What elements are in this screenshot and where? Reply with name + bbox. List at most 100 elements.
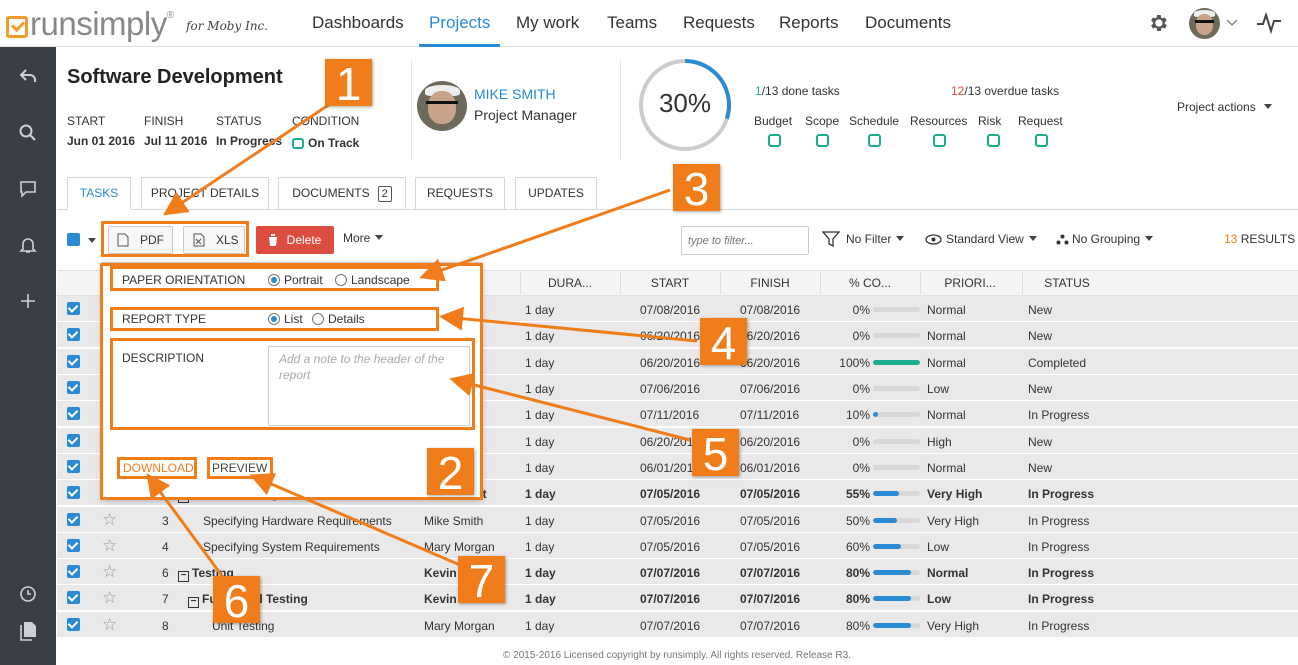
gear-icon[interactable] [1147, 12, 1169, 34]
task-name[interactable]: Specifying System Requirements [203, 540, 380, 554]
row-checkbox[interactable] [67, 434, 80, 447]
description-textarea[interactable]: Add a note to the header of the report [268, 346, 470, 426]
row-checkbox[interactable] [67, 355, 80, 368]
back-arrow-icon[interactable] [18, 67, 38, 85]
task-finish: 07/11/2016 [740, 408, 800, 422]
list-label: List [284, 312, 303, 326]
row-checkbox[interactable] [67, 328, 80, 341]
nav-my-work[interactable]: My work [516, 13, 580, 32]
nav-documents[interactable]: Documents [865, 13, 951, 32]
filter-dropdown[interactable]: No Filter [846, 232, 905, 246]
task-percent: 50% [845, 514, 870, 528]
row-checkbox[interactable] [67, 565, 80, 578]
details-radio[interactable]: Details [312, 312, 365, 326]
export-pdf-button[interactable]: PDF [108, 226, 173, 254]
search-icon[interactable] [19, 124, 37, 142]
status-value: In Progress [216, 134, 283, 148]
task-duration: 1 day [525, 382, 555, 396]
download-link[interactable]: DOWNLOAD [123, 461, 194, 475]
tab-requests[interactable]: REQUESTS [415, 177, 505, 209]
runsimply-logo[interactable]: runsimply ® for Moby Inc. [6, 4, 268, 44]
table-row[interactable] [57, 585, 1298, 611]
table-row[interactable] [57, 533, 1298, 559]
landscape-radio[interactable]: Landscape [335, 273, 410, 287]
bell-icon[interactable] [19, 236, 37, 254]
row-checkbox[interactable] [67, 381, 80, 394]
chevron-down-icon[interactable] [1226, 19, 1238, 27]
row-checkbox[interactable] [67, 591, 80, 604]
more-menu[interactable]: More [343, 231, 384, 245]
task-percent: 80% [845, 566, 870, 580]
preview-link[interactable]: PREVIEW [212, 461, 268, 475]
task-duration: 1 day [525, 514, 555, 528]
select-all-dropdown-icon[interactable] [88, 238, 96, 243]
task-owner: Kevin [424, 566, 457, 580]
tab-documents-label: DOCUMENTS [292, 186, 370, 200]
manager-avatar [417, 81, 467, 131]
task-percent: 0% [852, 329, 870, 343]
nav-reports[interactable]: Reports [779, 13, 839, 32]
row-checkbox[interactable] [67, 513, 80, 526]
nav-dashboards[interactable]: Dashboards [312, 13, 404, 32]
grouping-dropdown[interactable]: No Grouping [1072, 232, 1154, 246]
star-icon[interactable]: ☆ [102, 562, 118, 581]
task-start: 07/07/2016 [640, 592, 701, 606]
row-checkbox[interactable] [67, 618, 80, 631]
collapse-icon[interactable]: − [188, 597, 199, 608]
chat-icon[interactable] [19, 180, 37, 198]
portrait-radio[interactable]: Portrait [268, 273, 323, 287]
task-name[interactable]: Specifying Hardware Requirements [203, 514, 392, 528]
grouping-icon [1056, 234, 1069, 245]
row-checkbox[interactable] [67, 407, 80, 420]
delete-button[interactable]: Delete [256, 226, 334, 254]
row-checkbox[interactable] [67, 486, 80, 499]
tab-project-details[interactable]: PROJECT DETAILS [141, 177, 269, 209]
tab-tasks[interactable]: TASKS [67, 177, 131, 210]
list-radio[interactable]: List [268, 312, 303, 326]
task-status: In Progress [1028, 514, 1090, 528]
project-actions-menu[interactable]: Project actions [1177, 100, 1272, 114]
column-finish[interactable]: FINISH [750, 276, 790, 290]
star-icon[interactable]: ☆ [102, 615, 118, 634]
task-percent: 10% [845, 408, 870, 422]
collapse-icon[interactable]: − [178, 571, 189, 582]
row-checkbox[interactable] [67, 460, 80, 473]
table-row[interactable] [57, 559, 1298, 585]
nav-requests[interactable]: Requests [683, 13, 755, 32]
task-duration: 1 day [525, 540, 555, 554]
project-title: Software Development [67, 66, 283, 88]
paper-orientation-label: PAPER ORIENTATION [122, 273, 246, 287]
table-row[interactable] [57, 612, 1298, 638]
row-checkbox[interactable] [67, 302, 80, 315]
column-start[interactable]: START [650, 276, 690, 290]
footer-copyright: © 2015-2016 Licensed copyright by runsim… [503, 650, 851, 661]
column-status[interactable]: STATUS [1044, 276, 1090, 290]
star-icon[interactable]: ☆ [102, 510, 118, 529]
documents-icon[interactable] [19, 621, 37, 641]
task-finish: 07/07/2016 [740, 566, 801, 580]
filter-input[interactable] [681, 226, 809, 255]
task-percent: 0% [852, 382, 870, 396]
callout-number-2: 2 [427, 448, 474, 498]
user-avatar[interactable] [1189, 8, 1220, 39]
nav-projects[interactable]: Projects [429, 13, 491, 32]
activity-pulse-icon[interactable] [1256, 11, 1282, 35]
tab-documents[interactable]: DOCUMENTS 2 [278, 177, 406, 209]
progress-bar [873, 596, 920, 601]
row-checkbox[interactable] [67, 539, 80, 552]
export-xls-button[interactable]: XLS [183, 226, 245, 254]
table-row[interactable] [57, 507, 1298, 533]
manager-name[interactable]: MIKE SMITH [474, 86, 556, 102]
star-icon[interactable]: ☆ [102, 588, 118, 607]
clock-icon[interactable] [19, 585, 37, 603]
column-priority[interactable]: PRIORI... [944, 276, 996, 290]
view-dropdown[interactable]: Standard View [946, 232, 1037, 246]
nav-teams[interactable]: Teams [607, 13, 658, 32]
select-all-checkbox[interactable] [67, 233, 80, 246]
details-label: Details [328, 312, 365, 326]
column-percent-complete[interactable]: % CO... [848, 276, 891, 290]
tab-updates[interactable]: UPDATES [515, 177, 597, 209]
plus-icon[interactable] [19, 292, 37, 310]
column-duration[interactable]: DURA... [547, 276, 592, 290]
star-icon[interactable]: ☆ [102, 536, 118, 555]
